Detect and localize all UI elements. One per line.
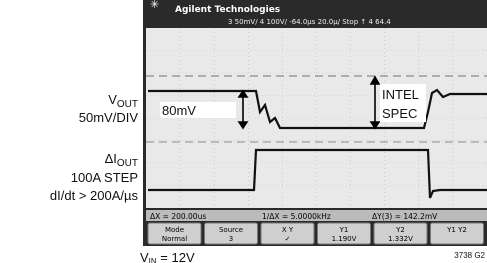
iout-label: ΔIOUT [105,151,138,169]
slew: dI/dt > 200A/µs [50,188,139,203]
status: ΔX = 200.00us [150,212,206,221]
vin-label: VIN = 12V [140,250,195,263]
annotation: SPEC [382,106,417,121]
vout-scale: 50mV/DIV [79,110,139,125]
logo: ✳ [150,0,159,11]
softkey-top: Mode [165,226,184,234]
softkey-top: Y2 [395,226,405,234]
page: { "header": {"brand": "Agilent Technolog… [0,0,487,263]
iout-step: 100A STEP [71,170,138,185]
scope-settings: 3 50mV/ 4 100V/ -64.0µs 20.0µ/ Stop ↑ 4 … [228,18,391,26]
softkey-bottom: Normal [162,235,187,243]
annotation: 80mV [162,103,196,118]
figure: Agilent Technologies ✳ 3 50mV/ 4 100V/ -… [0,0,487,263]
label-main: V [140,250,149,263]
status: 1/ΔX = 5.0000kHz [262,212,331,221]
softkey-top: Y1 [339,226,349,234]
softkey-top: X Y [282,226,294,234]
brand: Agilent Technologies [175,5,280,15]
label-sub: OUT [117,99,138,110]
label-main: V [108,92,117,107]
softkey-bottom: 1.190V [332,235,357,243]
label-rest: = 12V [157,250,195,263]
label-sub: OUT [117,158,138,169]
label-main: ΔI [105,151,117,166]
softkey-bottom: 3 [229,235,233,243]
softkey-top: Y1 Y2 [446,226,467,234]
annotation: INTEL [382,87,419,102]
vout-label: VOUT [108,92,138,110]
label-sub: IN [149,257,157,263]
softkey-bottom: ✓ [285,235,291,243]
status: ΔY(3) = 142.2mV [372,212,438,221]
softkey-bottom: 1.332V [388,235,413,243]
softkey-top: Source [219,226,243,234]
figure-id: 3738 G2 [454,251,485,260]
